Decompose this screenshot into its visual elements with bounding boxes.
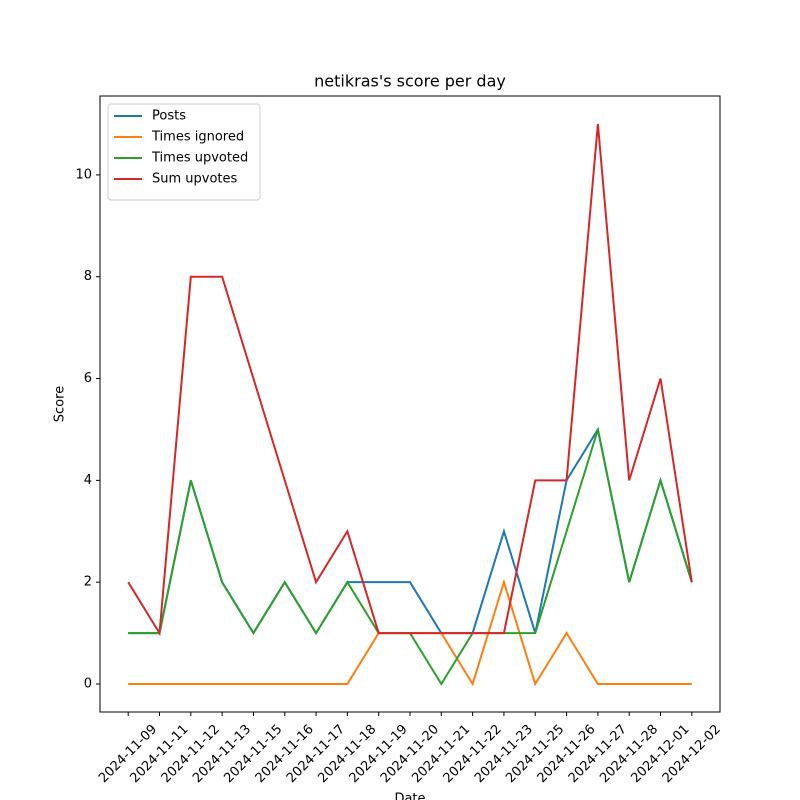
legend-label: Times upvoted xyxy=(151,151,248,166)
y-axis-label: Score xyxy=(53,386,68,422)
y-tick-label: 6 xyxy=(84,371,92,386)
y-tick-label: 4 xyxy=(84,473,92,488)
legend: Posts Times ignored Times upvoted Sum upvot… xyxy=(107,103,261,201)
y-tick-label: 8 xyxy=(84,269,92,284)
legend-label: Posts xyxy=(152,109,186,124)
chart-title: netikras's score per day xyxy=(314,72,506,91)
legend-label: Sum upvotes xyxy=(152,172,238,187)
y-tick-label: 0 xyxy=(84,677,92,692)
legend-box xyxy=(107,103,261,201)
x-axis-label: Date xyxy=(394,792,425,800)
y-tick-label: 10 xyxy=(75,167,92,182)
y-tick-label: 2 xyxy=(84,575,92,590)
plot-frame xyxy=(99,95,721,713)
series-line xyxy=(127,123,693,637)
legend-label: Times ignored xyxy=(151,130,244,145)
